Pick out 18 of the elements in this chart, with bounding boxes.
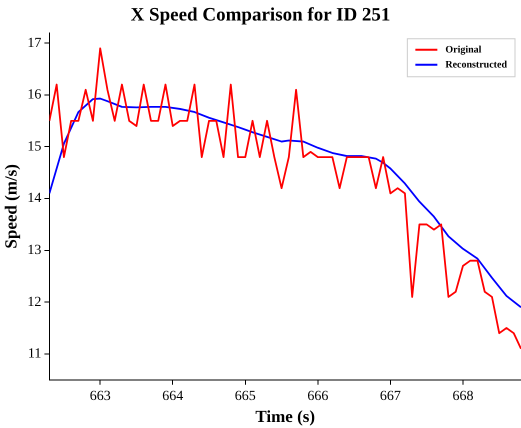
y-tick-label: 12 [27,294,42,310]
y-axis-title: Speed (m/s) [2,164,21,249]
y-tick-label: 11 [28,346,42,362]
x-tick-label: 664 [162,388,184,404]
chart-title: X Speed Comparison for ID 251 [130,4,390,26]
y-tick-label: 14 [27,191,42,206]
x-axis-title: Time (s) [255,407,316,426]
x-tick-label: 668 [452,388,474,404]
y-tick-label: 15 [27,139,42,154]
y-tick-label: 16 [27,88,42,103]
x-tick-label: 667 [380,388,401,404]
x-tick-label: 666 [307,388,328,404]
y-tick-label: 13 [27,242,42,258]
legend-label: Original [445,44,482,56]
legend-label: Reconstructed [445,59,508,70]
y-tick-label: 17 [27,36,42,51]
x-tick-label: 665 [234,388,256,404]
x-tick-label: 663 [90,388,111,404]
